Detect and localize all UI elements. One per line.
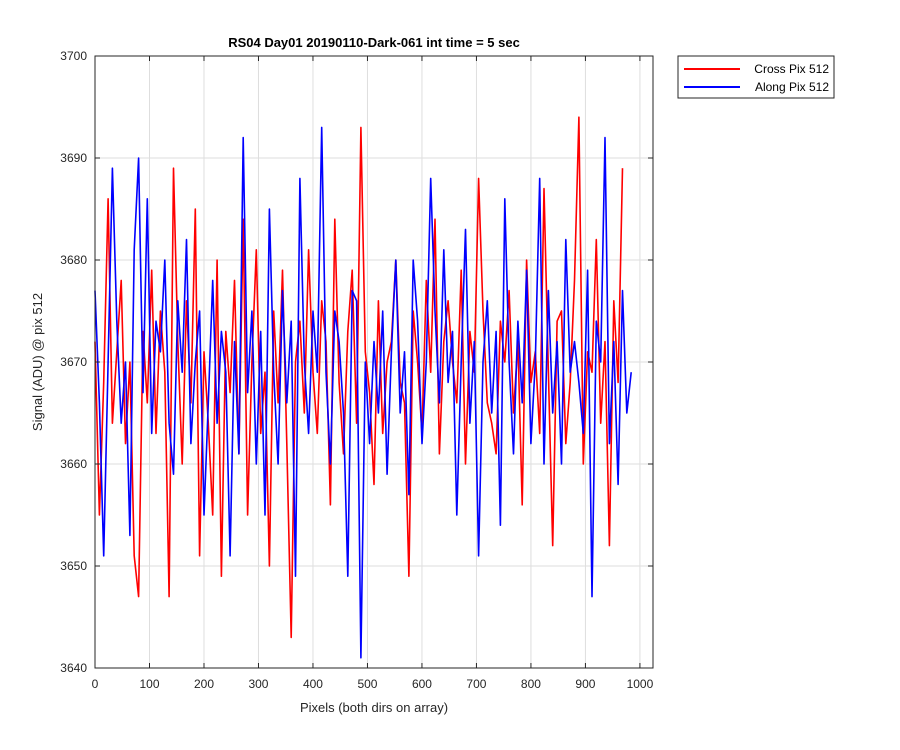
- x-tick-label: 0: [92, 677, 99, 691]
- legend-label-along: Along Pix 512: [755, 80, 829, 94]
- x-tick-label: 400: [303, 677, 323, 691]
- series-line-along-pix-512: [94, 126, 632, 659]
- y-tick-label: 3680: [60, 253, 87, 267]
- x-tick-label: 600: [412, 677, 432, 691]
- axis-ticks: 0 100 200 300 400 500 600 700 800 900 1000 3640 3650…: [60, 49, 653, 691]
- x-tick-label: 800: [521, 677, 541, 691]
- y-tick-label: 3670: [60, 355, 87, 369]
- series-line-cross-pix-512: [94, 116, 624, 639]
- legend-label-cross: Cross Pix 512: [754, 62, 829, 76]
- y-tick-label: 3660: [60, 457, 87, 471]
- x-tick-label: 300: [248, 677, 268, 691]
- series-group: [94, 116, 632, 659]
- chart-title: RS04 Day01 20190110-Dark-061 int time = …: [228, 35, 520, 50]
- x-tick-label: 500: [357, 677, 377, 691]
- x-tick-label: 900: [575, 677, 595, 691]
- legend-box: [677, 55, 835, 99]
- y-tick-label: 3650: [60, 559, 87, 573]
- y-tick-label: 3700: [60, 49, 87, 63]
- y-axis-label: Signal (ADU) @ pix 512: [30, 293, 45, 431]
- x-tick-label: 1000: [627, 677, 654, 691]
- x-tick-label: 200: [194, 677, 214, 691]
- y-tick-label: 3690: [60, 151, 87, 165]
- y-tick-label: 3640: [60, 661, 87, 675]
- x-tick-label: 700: [466, 677, 486, 691]
- x-tick-label: 100: [139, 677, 159, 691]
- legend: Cross Pix 512 Along Pix 512: [677, 55, 835, 99]
- x-axis-label: Pixels (both dirs on array): [300, 700, 448, 715]
